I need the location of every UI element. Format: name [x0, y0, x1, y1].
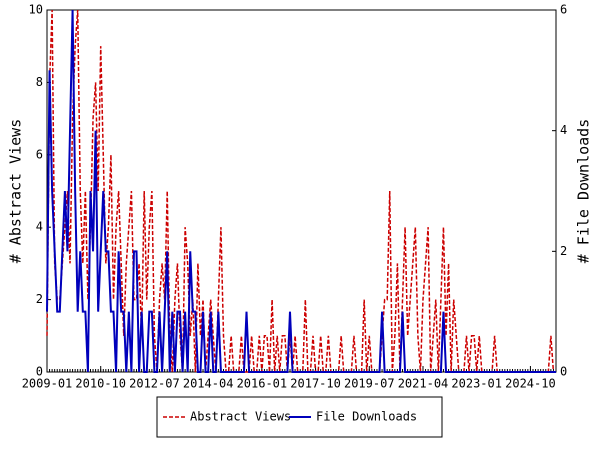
y-tick-label: 6 [36, 147, 43, 161]
y-tick-label: 0 [36, 365, 43, 379]
x-tick-label: 2021-04 [398, 377, 449, 391]
x-tick-label: 2019-07 [344, 377, 395, 391]
y-tick-label: 8 [36, 75, 43, 89]
x-tick-label: 2017-10 [290, 377, 341, 391]
y2-tick-label: 4 [560, 123, 567, 137]
series-line [46, 9, 556, 373]
y2-axis-title: # File Downloads [575, 119, 593, 264]
x-tick-label: 2012-07 [129, 377, 180, 391]
x-tick-label: 2016-01 [237, 377, 288, 391]
legend-label: Abstract Views [190, 410, 291, 424]
x-tick-label: 2014-04 [183, 377, 234, 391]
y2-tick-label: 2 [560, 244, 567, 258]
y-axis-title: # Abstract Views [7, 119, 25, 264]
x-tick-label: 2024-10 [505, 377, 556, 391]
y2-tick-label: 6 [560, 3, 567, 17]
y-tick-label: 10 [29, 3, 43, 17]
x-tick-label: 2009-01 [22, 377, 73, 391]
y-tick-label: 2 [36, 292, 43, 306]
y-tick-label: 4 [36, 220, 43, 234]
x-tick-label: 2023-01 [451, 377, 502, 391]
y2-tick-label: 0 [560, 365, 567, 379]
legend-label: File Downloads [316, 410, 417, 424]
x-tick-label: 2010-10 [75, 377, 126, 391]
